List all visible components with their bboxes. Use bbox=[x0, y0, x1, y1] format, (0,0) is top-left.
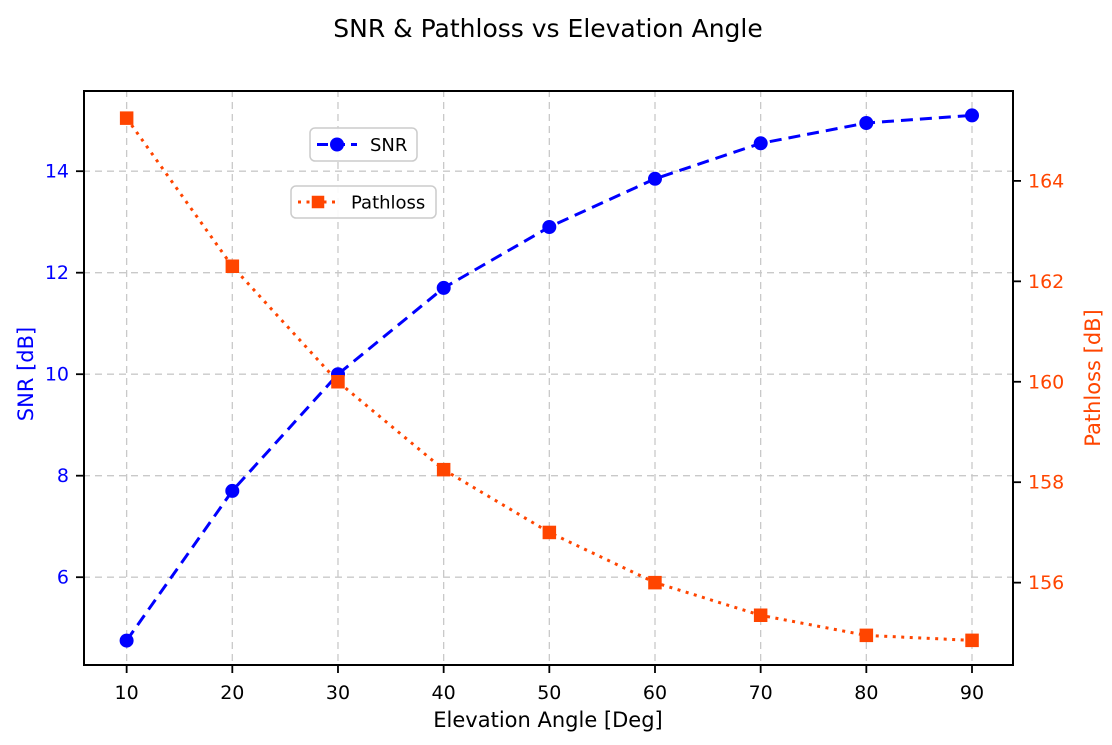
series-marker-pathloss bbox=[965, 633, 979, 648]
x-axis-label: Elevation Angle [Deg] bbox=[433, 708, 662, 732]
series-marker-pathloss bbox=[225, 259, 240, 273]
y-tick-label-right: 158 bbox=[1028, 472, 1064, 494]
grid-layer bbox=[83, 90, 1013, 665]
series-marker-snr bbox=[965, 108, 979, 123]
series-marker-pathloss bbox=[331, 375, 345, 389]
legend-box bbox=[290, 185, 437, 219]
x-tick-label: 40 bbox=[432, 682, 456, 704]
x-tick-label: 90 bbox=[960, 682, 984, 704]
series-marker-pathloss bbox=[753, 608, 768, 622]
series-marker-pathloss bbox=[859, 628, 874, 643]
x-tick-label: 30 bbox=[326, 682, 350, 704]
x-tick-label: 70 bbox=[749, 682, 773, 704]
series-marker-pathloss bbox=[436, 462, 451, 477]
series-marker-snr bbox=[542, 220, 557, 234]
series-marker-snr bbox=[648, 171, 662, 186]
y-tick-label-right: 164 bbox=[1028, 170, 1064, 192]
series-marker-pathloss bbox=[648, 575, 662, 590]
y-axis-label-left: SNR [dB] bbox=[14, 327, 38, 421]
legend-label: Pathloss bbox=[351, 193, 425, 214]
series-layer bbox=[119, 108, 979, 648]
series-marker-snr bbox=[753, 136, 768, 151]
y-tick-label-left: 14 bbox=[45, 161, 69, 183]
y-axis-label-right: Pathloss [dB] bbox=[1081, 309, 1105, 447]
series-marker-snr bbox=[225, 483, 240, 498]
legend-sample-marker bbox=[330, 137, 344, 152]
y-tick-label-right: 162 bbox=[1028, 271, 1064, 293]
legend-label: SNR bbox=[370, 135, 407, 156]
y-tick-label-left: 6 bbox=[57, 567, 69, 589]
x-tick-label: 60 bbox=[643, 682, 667, 704]
legend-sample-marker bbox=[311, 195, 325, 209]
x-tick-label: 50 bbox=[537, 682, 561, 704]
y-tick-label-right: 160 bbox=[1028, 371, 1064, 393]
y-tick-label-left: 8 bbox=[57, 465, 69, 487]
legend-box bbox=[309, 127, 418, 162]
legend-layer: SNR Pathloss bbox=[290, 127, 437, 219]
x-tick-label: 80 bbox=[854, 682, 878, 704]
series-marker-pathloss bbox=[119, 111, 134, 125]
series-marker-snr bbox=[859, 116, 874, 130]
y-tick-label-left: 10 bbox=[45, 364, 69, 386]
x-tick-label: 20 bbox=[220, 682, 244, 704]
series-marker-snr bbox=[119, 633, 134, 648]
y-tick-label-left: 12 bbox=[45, 262, 69, 284]
chart-title: SNR & Pathloss vs Elevation Angle bbox=[333, 14, 762, 43]
y-tick-label-right: 156 bbox=[1028, 572, 1064, 594]
plot-border bbox=[83, 90, 1014, 666]
legend-snr: SNR bbox=[309, 127, 418, 162]
series-marker-pathloss bbox=[542, 525, 557, 540]
x-tick-label: 10 bbox=[115, 682, 139, 704]
tick-layer: 10 20 30 40 50 60 70 80 90 6 8 10 12 14 156 158 160 162 16… bbox=[45, 161, 1064, 704]
series-marker-snr bbox=[436, 280, 451, 295]
legend-pathloss: Pathloss bbox=[290, 185, 437, 219]
